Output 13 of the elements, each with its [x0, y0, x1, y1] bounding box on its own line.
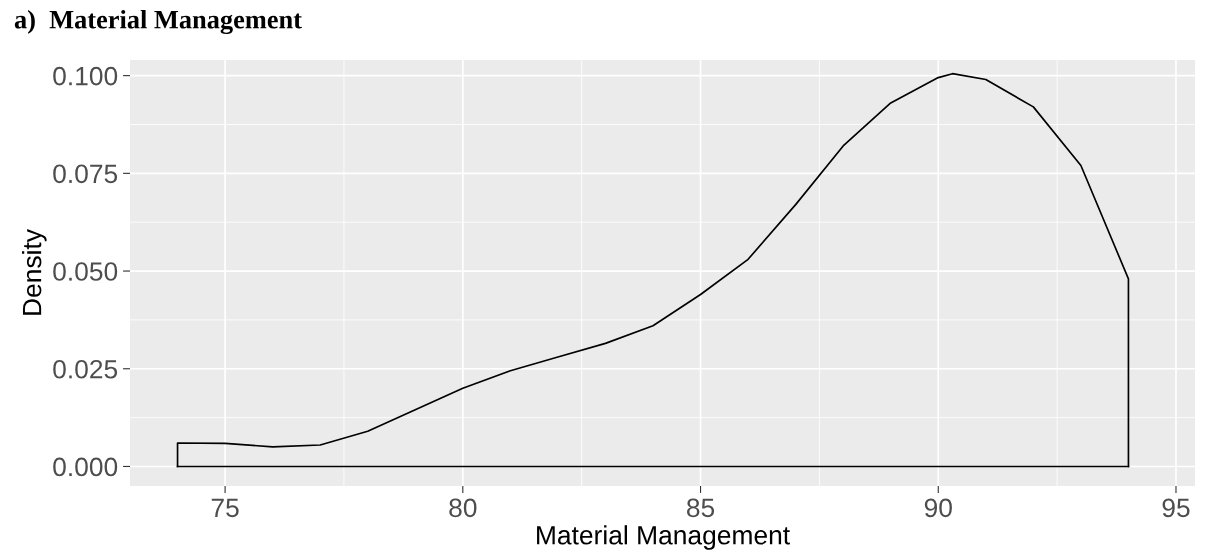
y-axis-title: Density	[22, 229, 47, 315]
y-tick-label: 0.100	[53, 66, 118, 86]
y-tick-label: 0.050	[53, 262, 118, 281]
x-axis-title: Material Management	[537, 525, 790, 550]
x-tick-label: 95	[1162, 498, 1190, 518]
x-tick-label: 85	[687, 498, 715, 518]
x-tick-label: 75	[211, 498, 239, 518]
y-tick-label: 0.075	[53, 164, 118, 184]
x-tick-label: 80	[449, 498, 477, 518]
y-tick-label: 0.000	[53, 457, 118, 477]
x-tick-label: 90	[924, 498, 952, 518]
y-tick-label: 0.025	[53, 359, 118, 379]
chart-title: a) Material Management	[14, 9, 302, 35]
